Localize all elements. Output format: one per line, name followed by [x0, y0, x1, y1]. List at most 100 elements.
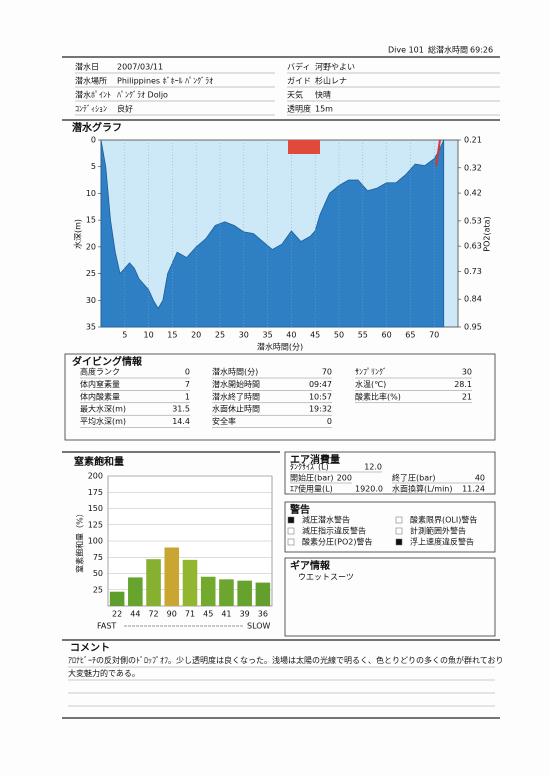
dive-info-title: ダイビング情報 — [72, 355, 143, 368]
x-tick-label: 35 — [263, 331, 273, 340]
y2-tick-label: 0.73 — [464, 267, 482, 276]
x-tick-label: 5 — [122, 331, 127, 340]
bar-value-label: 45 — [203, 610, 213, 619]
dive-info-label: 水温(℃) — [355, 379, 386, 389]
info-label: 潜水ﾎﾟｲﾝﾄ — [75, 90, 111, 100]
warning-label: 酸素分圧(PO2)警告 — [302, 537, 372, 547]
bar — [219, 579, 234, 606]
dive-info-label: 体内窒素量 — [80, 379, 120, 389]
bar-value-label: 44 — [130, 610, 140, 619]
dive-number: Dive 101 — [388, 46, 424, 55]
ascent-warning-mark — [288, 140, 320, 154]
warning-label: 計測範囲外警告 — [410, 526, 466, 536]
warning-label: 浮上速度違反警告 — [410, 537, 474, 547]
dive-info-value: 7 — [185, 380, 190, 389]
checkbox — [395, 538, 403, 546]
dive-info-value: 10:57 — [309, 392, 332, 401]
y-axis-label: 水深(m) — [73, 219, 83, 249]
warning-label: 減圧指示違反警告 — [302, 526, 366, 536]
y2-axis-label: PO2(ata) — [483, 216, 492, 251]
dive-info-value: 0 — [327, 417, 332, 426]
dive-info-value: 14.4 — [172, 417, 190, 426]
dive-info-value: 21 — [462, 392, 472, 401]
y-tick-label: 30 — [86, 296, 96, 305]
y-tick-label: 175 — [88, 488, 103, 497]
air-label: ﾀﾝｸｻｲｽﾞ(L) — [290, 463, 329, 472]
dive-info-value: 19:32 — [309, 405, 332, 414]
dive-info-value: 28.1 — [454, 380, 472, 389]
dive-info-box — [64, 353, 496, 441]
info-label: ｺﾝﾃﾞｨｼｮﾝ — [75, 105, 107, 114]
dive-info-label: 酸素比率(%) — [355, 391, 401, 401]
y2-tick-label: 0.32 — [464, 163, 482, 172]
bar-value-label: 90 — [167, 610, 177, 619]
info-value: 2007/03/11 — [117, 63, 163, 72]
bar — [200, 576, 216, 606]
x-tick-label: 65 — [405, 331, 415, 340]
dive-info-label: 最大水深(m) — [80, 404, 126, 414]
y-tick-label: 200 — [88, 472, 103, 481]
y-tick-label: 35 — [86, 323, 96, 332]
x-tick-label: 45 — [310, 331, 320, 340]
gear-box — [284, 557, 496, 637]
x-tick-label: 10 — [144, 331, 154, 340]
bar-value-label: 72 — [148, 610, 158, 619]
warning-label: 酸素限界(OLI)警告 — [410, 515, 477, 525]
dive-info-label: 潜水開始時間 — [212, 379, 260, 389]
depth-area — [100, 139, 445, 328]
dive-info-value: 70 — [322, 368, 332, 377]
x-tick-label: 70 — [429, 331, 439, 340]
checkbox — [287, 538, 295, 546]
gear-item: ウエットスーツ — [298, 573, 354, 582]
info-value: 快晴 — [315, 90, 331, 100]
bar — [164, 547, 180, 606]
air-label: ｴｱ使用量(L) — [290, 484, 333, 494]
y-tick-label: 0 — [91, 136, 96, 145]
warning-box — [284, 501, 496, 553]
air-label: 終了圧(bar) — [392, 473, 436, 483]
x-tick-label: 50 — [334, 331, 344, 340]
warning-label: 減圧潜水警告 — [302, 515, 350, 525]
dive-info-value: 0 — [185, 368, 190, 377]
checkbox — [395, 516, 403, 524]
info-value: ﾊﾟﾝｸﾞﾗｵ Doljo — [117, 91, 168, 100]
dive-info-value: 31.5 — [172, 405, 190, 414]
air-box — [284, 451, 496, 495]
info-value: Philippines ﾎﾞﾎｰﾙ ﾊﾟﾝｸﾞﾗｵ — [117, 77, 213, 86]
bar-value-label: 22 — [112, 610, 122, 619]
x-tick-label: 20 — [191, 331, 201, 340]
bar — [146, 559, 161, 606]
x-tick-label: 55 — [358, 331, 368, 340]
y-tick-label: 25 — [93, 585, 103, 594]
info-value: 河野やよい — [315, 62, 355, 72]
dive-info-label: 高度ランク — [80, 367, 120, 377]
bar — [128, 577, 143, 606]
dive-info-value: 1 — [185, 392, 190, 401]
warning-title: 警告 — [289, 503, 310, 516]
bar — [109, 591, 125, 606]
info-label: バディ — [287, 62, 310, 72]
gear-title: ギア情報 — [290, 559, 331, 572]
y-tick-label: 25 — [86, 269, 96, 278]
ascent-warning-line — [435, 139, 441, 167]
x-tick-label: 30 — [239, 331, 249, 340]
x-tick-label: 15 — [167, 331, 177, 340]
bar-value-label: 41 — [221, 610, 231, 619]
air-value: 200 — [337, 474, 352, 483]
air-value: 40 — [475, 474, 485, 483]
checkbox — [287, 527, 295, 535]
info-label: 潜水日 — [75, 62, 99, 72]
bar — [182, 559, 198, 606]
total-time-label: 総潜水時間 — [428, 45, 468, 55]
air-value: 11.24 — [462, 485, 485, 494]
y-tick-label: 50 — [93, 569, 103, 578]
air-label: 水面換算(L/min) — [392, 484, 452, 494]
x-tick-label: 60 — [382, 331, 392, 340]
info-label: 天気 — [287, 90, 303, 100]
y2-tick-label: 0.21 — [464, 136, 482, 145]
comment-title: コメント — [70, 642, 110, 654]
dive-info-label: 平均水深(m) — [80, 416, 126, 426]
comment-text: ｱﾛﾅﾋﾞｰﾁの反対側のﾄﾞﾛｯﾌﾟｵﾌ。少し透明度は良くなった。浅場は太陽の光… — [68, 656, 504, 678]
